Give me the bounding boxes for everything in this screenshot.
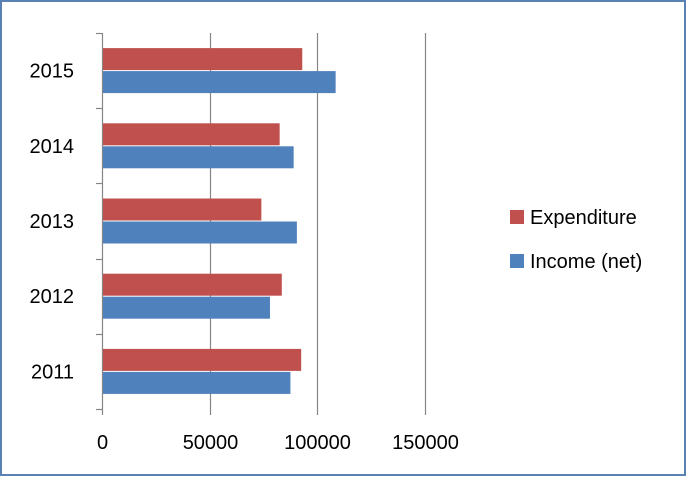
y-tick-label-2011: 2011 — [31, 361, 74, 383]
bar-expenditure-2014 — [103, 123, 280, 146]
legend-swatch-expenditure — [510, 210, 524, 224]
bar-expenditure-2012 — [103, 273, 282, 296]
bar-income-2011 — [103, 371, 291, 394]
legend-label-income: Income (net) — [530, 251, 642, 273]
bar-income-2013 — [103, 221, 297, 244]
y-tick-label-2015: 2015 — [30, 61, 75, 83]
x-tick-label: 0 — [97, 432, 108, 454]
bar-income-2014 — [103, 146, 294, 169]
y-tick-label-2013: 2013 — [30, 211, 75, 233]
axes — [96, 32, 427, 415]
x-tick-label: 150000 — [392, 432, 459, 454]
legend-swatch-income — [510, 254, 524, 268]
x-tick-label: 50000 — [183, 432, 239, 454]
legend: Expenditure Income (net) — [510, 207, 642, 273]
bar-income-2012 — [103, 296, 270, 319]
x-tick-label: 100000 — [284, 432, 351, 454]
bar-expenditure-2015 — [103, 48, 303, 71]
gridlines — [209, 33, 427, 409]
y-tick-label-2014: 2014 — [30, 136, 75, 158]
bar-expenditure-2013 — [103, 198, 262, 221]
legend-label-expenditure: Expenditure — [530, 207, 637, 229]
bar-expenditure-2011 — [103, 348, 302, 371]
y-tick-label-2012: 2012 — [30, 286, 75, 308]
bars — [103, 48, 336, 394]
tick-labels: 0 50000 100000 150000 2011 2012 2013 2014 2015 — [30, 61, 459, 454]
bar-income-2015 — [103, 71, 336, 94]
